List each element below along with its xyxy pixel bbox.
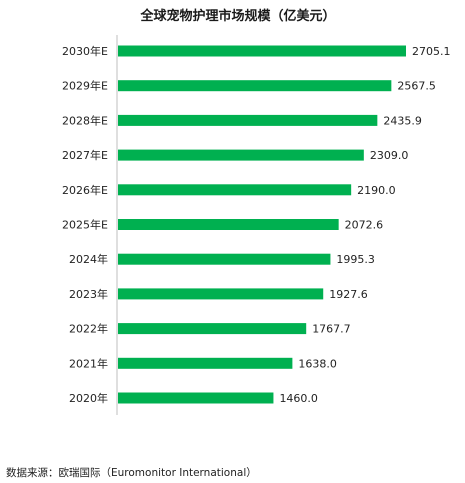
bar [118,149,364,161]
category-label: 2022年 [69,322,108,336]
data-label: 2567.5 [397,80,436,93]
bar [118,114,378,126]
bar-group: 2030年E 2705.1 2029年E 2567.5 2028年E 2435.9 2027… [62,44,450,405]
data-label: 2190.0 [357,184,396,197]
bar [118,357,293,369]
data-label: 1995.3 [336,253,375,266]
category-label: 2023年 [69,287,108,301]
chart-title: 全球宠物护理市场规模（亿美元） [139,8,335,24]
category-label: 2026年E [62,183,108,197]
data-label: 1638.0 [298,357,337,370]
data-label: 1460.0 [279,392,318,405]
bar [118,219,339,230]
bar [118,45,406,57]
category-label: 2024年 [69,252,108,266]
bar [118,253,331,265]
category-label: 2025年E [62,218,108,232]
data-label: 1927.6 [329,288,368,301]
data-label: 1767.7 [312,323,351,336]
category-label: 2020年 [69,391,108,405]
data-label: 2435.9 [383,114,422,127]
bar [118,288,324,300]
bar [118,80,392,92]
category-label: 2029年E [62,79,108,93]
category-label: 2021年 [69,356,108,370]
data-label: 2072.6 [345,219,384,232]
bar [118,184,352,196]
category-label: 2028年E [62,113,108,127]
bar [118,392,274,404]
category-label: 2027年E [62,148,108,162]
data-label: 2705.1 [412,45,451,58]
category-label: 2030年E [62,44,108,58]
data-label: 2309.0 [370,149,409,162]
source-note: 数据来源：欧瑞国际（Euromonitor International） [6,467,257,479]
bar [118,323,307,335]
